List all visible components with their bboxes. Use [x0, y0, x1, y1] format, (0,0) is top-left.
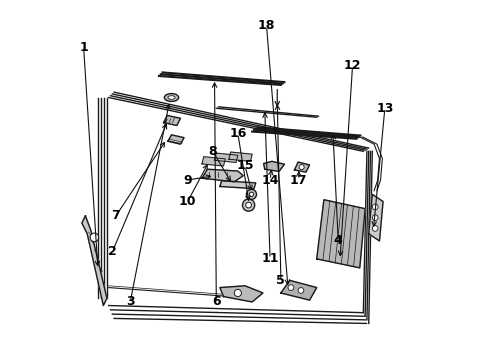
Polygon shape: [82, 216, 107, 306]
Text: 14: 14: [261, 174, 279, 186]
Text: 1: 1: [79, 41, 88, 54]
Text: 11: 11: [261, 252, 279, 265]
Circle shape: [234, 289, 242, 297]
Text: 2: 2: [108, 245, 117, 258]
Polygon shape: [317, 200, 365, 268]
Circle shape: [246, 189, 256, 199]
Polygon shape: [220, 181, 256, 189]
Text: 17: 17: [290, 174, 308, 186]
Circle shape: [249, 192, 254, 197]
Polygon shape: [220, 286, 263, 302]
Polygon shape: [294, 162, 310, 172]
Text: 12: 12: [344, 59, 361, 72]
Ellipse shape: [164, 94, 179, 102]
Text: 5: 5: [276, 274, 285, 287]
Circle shape: [372, 226, 378, 231]
Circle shape: [90, 233, 98, 242]
Circle shape: [372, 215, 378, 221]
Polygon shape: [202, 157, 225, 166]
Text: 15: 15: [236, 159, 254, 172]
Text: 13: 13: [376, 102, 393, 115]
Polygon shape: [264, 161, 285, 171]
Text: 6: 6: [212, 296, 220, 309]
Text: 9: 9: [183, 174, 192, 186]
Text: 7: 7: [112, 210, 120, 222]
Circle shape: [372, 204, 378, 210]
Text: 4: 4: [334, 234, 343, 247]
Polygon shape: [168, 135, 184, 144]
Text: 8: 8: [208, 145, 217, 158]
Text: 3: 3: [126, 296, 135, 309]
Polygon shape: [368, 194, 383, 241]
Circle shape: [298, 288, 304, 293]
Text: 16: 16: [229, 127, 246, 140]
Text: 10: 10: [179, 195, 196, 208]
Polygon shape: [281, 280, 317, 300]
Circle shape: [243, 199, 255, 211]
Ellipse shape: [168, 96, 175, 99]
Polygon shape: [164, 116, 180, 126]
Polygon shape: [202, 169, 243, 182]
Circle shape: [299, 165, 304, 170]
Circle shape: [245, 202, 251, 208]
Text: 18: 18: [258, 19, 275, 32]
Circle shape: [288, 285, 294, 291]
Polygon shape: [229, 152, 252, 161]
Polygon shape: [215, 153, 238, 162]
